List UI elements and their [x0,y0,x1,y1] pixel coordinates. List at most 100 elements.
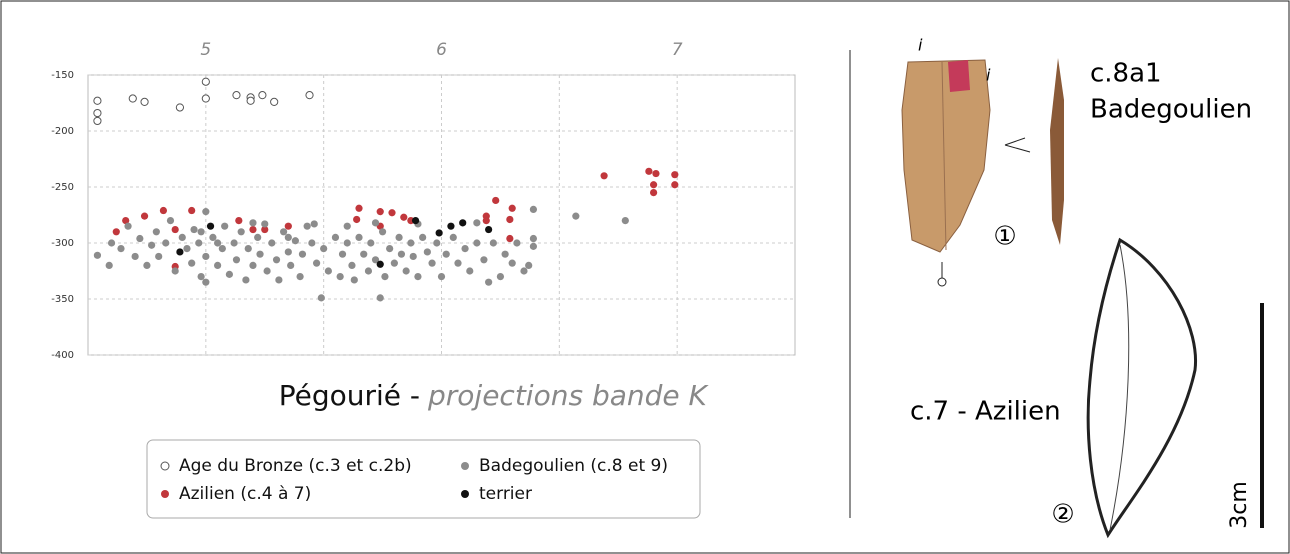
point [183,245,191,253]
point [171,267,179,275]
number-label: ① [993,222,1016,252]
point [93,96,102,105]
point [442,250,450,258]
point [312,259,321,267]
point [645,167,653,175]
point [159,206,168,215]
point [353,215,361,224]
point [136,234,144,243]
point [202,278,210,286]
point [466,267,474,275]
point [249,225,257,234]
point [400,213,408,221]
point [284,248,292,256]
point [272,256,281,264]
point [214,261,222,269]
legend-marker [461,490,469,498]
legend-box [146,439,701,519]
point [246,96,255,105]
point [402,267,410,275]
artifact-ridge [1109,244,1130,531]
point [650,181,658,189]
point [501,250,509,258]
point [482,217,490,225]
point [371,256,380,264]
point [378,228,387,236]
point [371,219,380,227]
x-tick-label: 6 [436,40,447,60]
point [435,229,443,237]
point [261,220,269,228]
culture-label: Badegoulien [1090,95,1252,125]
point [414,273,422,281]
point [105,261,113,269]
point [411,217,420,225]
point [218,245,226,253]
point [473,239,481,247]
legend-marker [160,461,170,471]
y-tick-label: -250 [51,182,74,193]
point [166,217,175,225]
point [201,77,210,86]
azilien-label: c.7 - Azilien [910,397,1061,427]
point [175,103,185,112]
point [529,242,538,250]
point [128,94,137,103]
chart-title: Pégourié - [279,379,420,412]
point [162,239,170,247]
y-tick-label: -400 [51,350,74,361]
point [263,267,271,275]
point [171,225,179,234]
legend-marker [461,462,469,470]
point [386,245,394,253]
point [395,233,403,241]
point [338,250,347,258]
point [343,222,351,230]
point [107,239,116,247]
point [367,239,375,247]
point [485,278,493,286]
x-tick-label: 7 [672,40,683,60]
point [310,220,318,228]
point [197,273,205,281]
point [433,239,441,247]
point [305,91,314,100]
point [122,217,130,225]
point [254,233,262,241]
point [287,261,295,269]
artifact-side [1050,58,1064,245]
legend-label: Age du Bronze (c.3 et c.2b) [179,456,412,476]
point [529,234,538,243]
point [225,270,233,278]
point [409,252,417,261]
point [600,172,608,180]
point [461,245,469,253]
point [209,233,217,241]
point [232,91,241,100]
point [572,212,580,220]
layer-label: c.8a1 [1090,59,1162,89]
point [298,250,307,258]
point [360,250,368,258]
point [376,208,384,216]
point [284,222,292,230]
point [261,225,269,234]
point [143,261,151,269]
point [671,171,679,179]
point [176,248,184,256]
x-tick-label: 5 [200,40,211,60]
point [214,239,222,247]
point [291,237,299,245]
point [520,267,528,275]
point [308,239,316,247]
mark: i [986,66,991,85]
point [390,259,398,267]
point [249,261,257,269]
point [447,222,455,230]
point [268,239,276,247]
point [188,206,196,215]
point [388,209,396,217]
point [124,222,132,230]
point [256,250,264,258]
point [355,233,363,241]
